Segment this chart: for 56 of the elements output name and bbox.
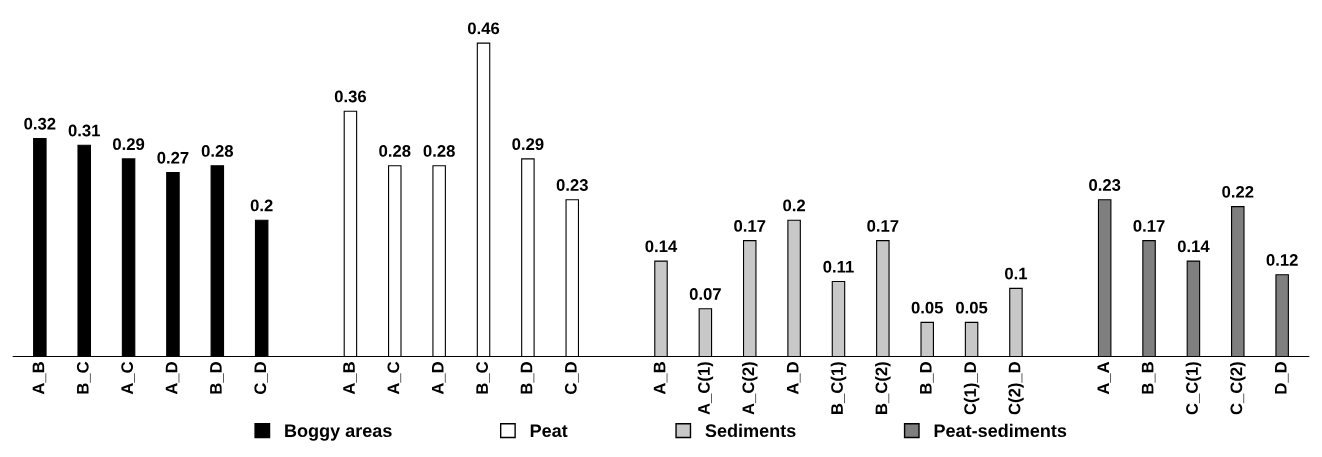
data-label: 0.17	[734, 220, 766, 232]
legend-label: Sediments	[705, 423, 796, 438]
data-label: 0.14	[645, 240, 678, 253]
x-tick-label: B_D	[520, 362, 535, 394]
data-label: 0.32	[24, 117, 56, 130]
legend-label: Boggy areas	[285, 424, 392, 441]
x-tick-label: C(1)_D	[963, 362, 980, 415]
x-tick-label: C_D	[254, 362, 269, 394]
x-tick-label: A_C	[121, 361, 135, 395]
data-label: 0.11	[823, 260, 854, 273]
x-tick-label: B_C(2)	[875, 362, 891, 414]
x-tick-label: A_D	[432, 362, 446, 395]
x-tick-label: A_D	[786, 362, 801, 395]
data-label: 0.07	[689, 288, 721, 300]
x-tick-label: C_C(1)	[1185, 362, 1202, 415]
x-tick-label: A_C(2)	[741, 362, 758, 415]
x-tick-label: B_C(1)	[830, 362, 847, 414]
data-label: 0.14	[1177, 240, 1210, 253]
x-tick-label: B_B	[1141, 362, 1156, 394]
x-tick-label: B_C	[476, 361, 490, 394]
x-tick-label: A_A	[1097, 361, 1112, 395]
x-tick-label: A_B	[32, 362, 47, 395]
x-tick-label: D_D	[1275, 362, 1289, 394]
data-label: 0.05	[911, 301, 943, 314]
x-tick-label: A_D	[165, 362, 180, 395]
data-label: 0.29	[113, 138, 145, 151]
x-tick-label: B_D	[210, 362, 224, 394]
x-tick-label: A_C(1)	[697, 362, 714, 415]
data-label: 0.17	[1133, 220, 1165, 232]
data-label: 0.17	[867, 220, 899, 232]
x-tick-label: A_C	[387, 361, 402, 395]
data-label: 0.2	[250, 199, 273, 212]
data-label: 0.36	[334, 90, 367, 103]
x-tick-label: A_B	[343, 362, 357, 395]
legend-label: Peat-sediments	[934, 423, 1067, 438]
data-label: 0.23	[556, 179, 588, 191]
x-tick-label: A_B	[653, 362, 668, 395]
data-label: 0.05	[956, 301, 988, 314]
data-label: 0.28	[379, 145, 411, 157]
x-tick-label: B_D	[920, 362, 934, 394]
data-label: 0.28	[423, 145, 455, 157]
legend-label: Peat	[530, 424, 568, 438]
data-label: 0.28	[201, 145, 234, 157]
data-label: 0.1	[1005, 267, 1028, 280]
data-label: 0.2	[783, 199, 806, 212]
data-label: 0.46	[467, 22, 500, 35]
data-label: 0.29	[512, 138, 544, 151]
data-label: 0.27	[157, 151, 189, 164]
x-tick-label: C_D	[564, 362, 579, 394]
data-label: 0.22	[1222, 185, 1254, 198]
x-tick-label: C(2)_D	[1008, 362, 1024, 415]
x-tick-label: B_C	[76, 361, 91, 394]
x-tick-label: C_C(2)	[1230, 362, 1246, 415]
data-label: 0.12	[1266, 254, 1298, 266]
data-label: 0.23	[1089, 179, 1121, 191]
data-label: 0.31	[68, 124, 100, 137]
